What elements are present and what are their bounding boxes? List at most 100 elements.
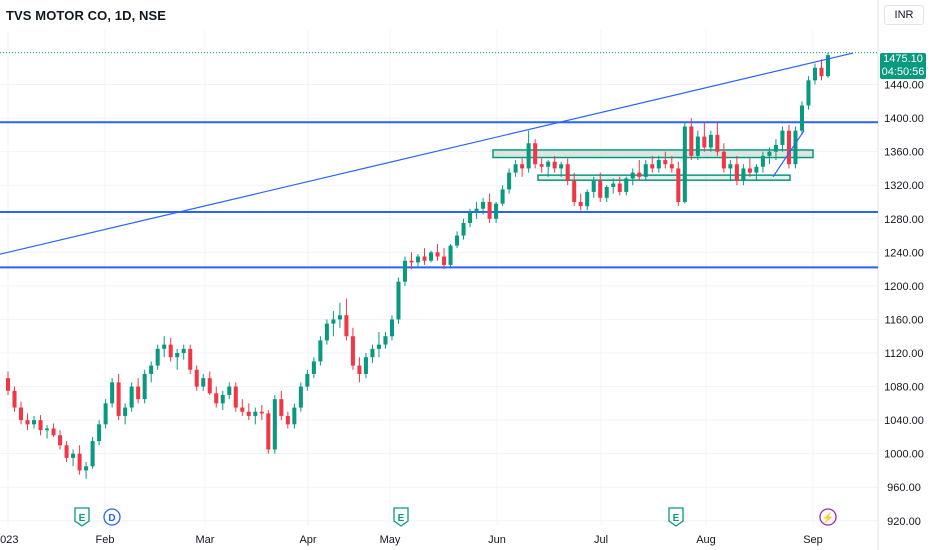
price-tick-label: 1160.00 <box>885 314 924 326</box>
time-tick-label: 2023 <box>0 534 18 546</box>
candle-body <box>494 203 499 219</box>
candle-body <box>123 407 128 416</box>
candle-body <box>650 164 655 169</box>
candle-body <box>747 168 752 173</box>
candle-body <box>311 361 316 374</box>
trendline-long <box>0 52 854 255</box>
time-tick-label: May <box>380 534 401 546</box>
candle-body <box>168 344 173 358</box>
candle-body <box>415 256 421 263</box>
event-marker-split[interactable]: ⚡ <box>819 508 837 526</box>
candle-body <box>350 336 355 366</box>
time-tick-label: Apr <box>299 534 316 546</box>
candle-body <box>585 191 590 207</box>
candle-body <box>728 164 733 169</box>
currency-button[interactable]: INR <box>884 5 924 25</box>
candle-body <box>481 201 486 209</box>
candle-body <box>520 164 525 169</box>
candle-body <box>780 130 785 145</box>
event-marker-earnings[interactable]: E <box>393 507 409 527</box>
trendline-short <box>772 130 805 178</box>
candle-body <box>695 136 700 156</box>
price-tick-label: 1080.00 <box>884 382 924 394</box>
candle-body <box>246 411 251 416</box>
candle-body <box>630 172 635 179</box>
candle-body <box>487 201 492 219</box>
candle-body <box>702 136 707 148</box>
candle-body <box>110 382 115 404</box>
earnings-icon <box>393 507 409 527</box>
zone-upper <box>492 149 814 159</box>
candle-body <box>331 319 336 324</box>
price-tick-label: 1440.00 <box>884 80 924 92</box>
price-tick-label: 1200.00 <box>884 281 924 293</box>
candle-body <box>682 126 687 202</box>
candle-body <box>285 415 290 425</box>
candle-body <box>402 260 408 282</box>
candle-body <box>507 172 512 190</box>
candle-body <box>207 378 212 394</box>
candle-body <box>422 256 427 261</box>
candle-body <box>292 407 297 425</box>
candle-body <box>64 445 69 458</box>
candle-body <box>201 378 206 387</box>
candle-body <box>552 161 557 169</box>
candle-body <box>578 201 583 207</box>
candle-body <box>136 386 141 400</box>
candle-body <box>396 281 401 320</box>
time-axis: 2023 Feb Mar Apr May Jun Jul Aug Sep <box>0 534 823 546</box>
candle-body <box>253 411 258 416</box>
candle-body <box>806 80 811 106</box>
candle-body <box>18 407 24 421</box>
event-marker-dividend[interactable]: D <box>103 508 121 526</box>
candle-body <box>155 348 160 366</box>
candle-body <box>643 164 648 177</box>
candle-body <box>513 164 518 173</box>
time-tick-label: Jul <box>594 534 608 546</box>
bar-countdown: 04:50:56 <box>881 66 925 78</box>
time-tick-label: Feb <box>96 534 115 546</box>
candle-body <box>344 315 349 337</box>
time-tick-label: Jun <box>488 534 506 546</box>
event-marker-earnings[interactable]: E <box>74 507 90 527</box>
candle-body <box>324 323 329 341</box>
candle-body <box>298 386 303 408</box>
candle-body <box>45 428 50 431</box>
price-tick-label: 1400.00 <box>884 113 924 125</box>
candle-body <box>51 428 56 436</box>
event-marker-earnings[interactable]: E <box>668 507 684 527</box>
candle-body <box>25 420 30 425</box>
candle-body <box>637 172 642 177</box>
candle-body <box>409 260 414 263</box>
candle-body <box>175 353 180 358</box>
candle-body <box>565 164 570 182</box>
last-price-badge: 1475.10 04:50:56 <box>880 53 926 79</box>
candle-body <box>58 435 63 446</box>
candle-body <box>149 365 154 374</box>
candle-body <box>591 181 596 192</box>
candle-body <box>318 340 323 362</box>
earnings-icon <box>74 507 90 527</box>
price-tick-label: 1280.00 <box>884 214 924 226</box>
candle-body <box>793 130 798 165</box>
candle-body <box>799 105 804 131</box>
candle-body <box>611 183 616 187</box>
price-tick-label: 1320.00 <box>884 180 924 192</box>
candle-body <box>689 126 694 156</box>
candle-body <box>663 160 668 165</box>
candle-body <box>526 143 531 169</box>
candle-body <box>240 407 245 412</box>
candle-body <box>474 208 479 213</box>
dividend-icon <box>103 508 121 526</box>
candle-body <box>708 134 713 148</box>
event-glyph: E <box>398 513 405 524</box>
candle-body <box>214 393 219 404</box>
candle-body <box>468 212 473 223</box>
candle-body <box>455 235 460 246</box>
candle-body <box>656 160 661 169</box>
candle-body <box>279 399 284 416</box>
chart-title: TVS MOTOR CO, 1D, NSE <box>6 8 167 23</box>
candle-body <box>32 420 37 425</box>
candle-body <box>715 134 720 152</box>
